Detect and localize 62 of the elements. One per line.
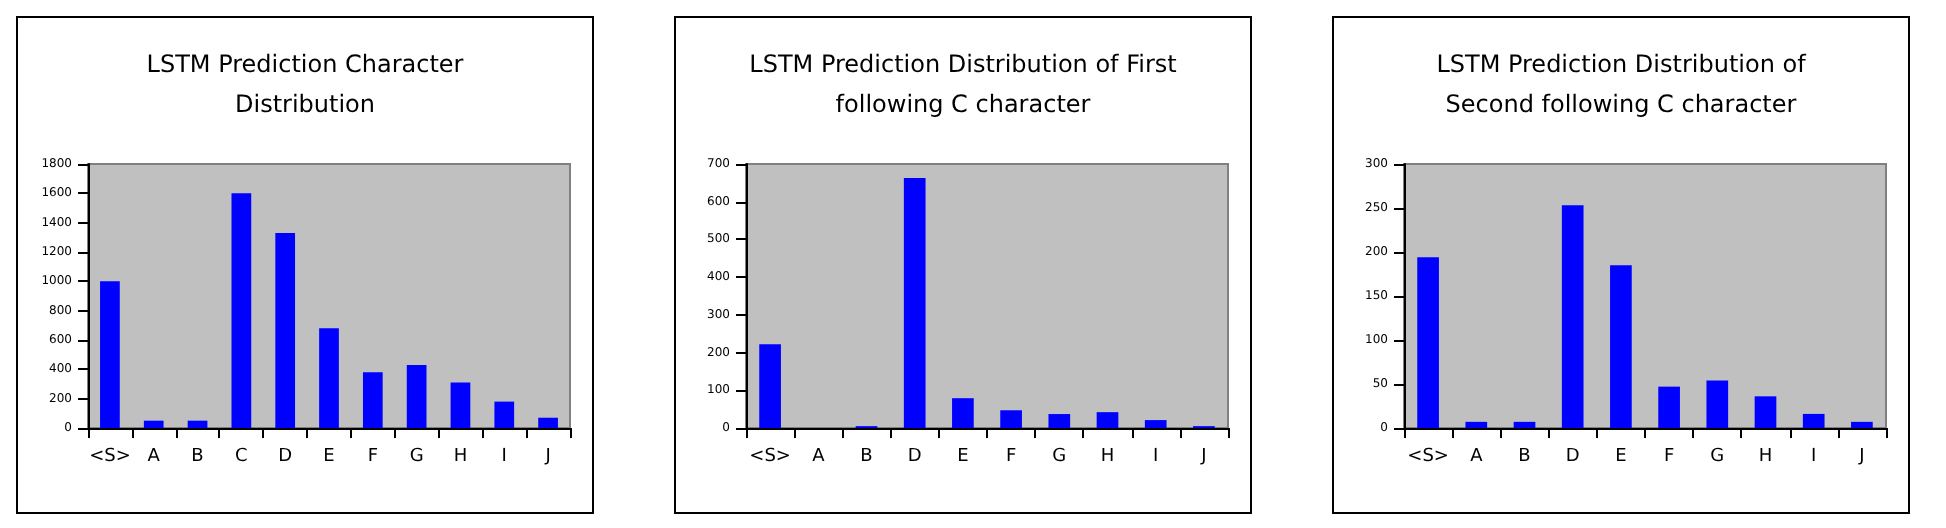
bar: [903, 177, 926, 428]
x-tick-label: <S>: [749, 447, 791, 467]
bar: [275, 232, 296, 428]
bar: [1513, 421, 1536, 428]
bar: [100, 281, 120, 428]
bar: [1610, 265, 1632, 428]
bar: [450, 382, 471, 428]
x-tick-label: I: [501, 447, 507, 467]
chart-title: LSTM Prediction Character Distribution: [146, 50, 464, 118]
x-tick-label: G: [1710, 447, 1725, 467]
bar: [1851, 421, 1873, 428]
bar: [538, 417, 558, 428]
x-tick-label: G: [409, 447, 424, 467]
x-tick-label: D: [278, 447, 293, 467]
x-tick-label: E: [957, 447, 970, 467]
bar: [319, 328, 339, 428]
x-tick-label: G: [1052, 447, 1067, 467]
x-tick-label: B: [860, 447, 873, 467]
x-tick-label: B: [1518, 447, 1531, 467]
bar: [187, 420, 208, 428]
bar: [143, 420, 164, 428]
bar: [1561, 205, 1584, 428]
bar: [494, 401, 515, 428]
bar: [1802, 413, 1825, 428]
x-tick-label: D: [907, 447, 922, 467]
x-tick-label: H: [453, 447, 468, 467]
bar: [231, 193, 252, 428]
x-tick-label: A: [147, 447, 162, 467]
bar: [362, 372, 383, 428]
x-tick-label: H: [1100, 447, 1115, 467]
x-tick-label: E: [1615, 447, 1628, 467]
x-tick-label: <S>: [1407, 447, 1449, 467]
x-tick-label: <S>: [89, 447, 131, 467]
x-tick-label: F: [367, 447, 379, 467]
x-tick-label: E: [323, 447, 336, 467]
x-tick-label: I: [1811, 447, 1817, 467]
x-tick-label: C: [235, 447, 248, 467]
x-tick-label: B: [191, 447, 204, 467]
chart-title: LSTM Prediction Distribution of Second following C character: [1436, 50, 1808, 118]
x-tick-label: F: [1005, 447, 1017, 467]
bar: [759, 344, 781, 428]
bar: [1000, 410, 1022, 428]
bar: [1465, 421, 1488, 428]
x-tick-label: J: [543, 447, 551, 467]
bar: [1144, 420, 1167, 428]
x-tick-label: H: [1758, 447, 1773, 467]
x-tick-label: J: [1857, 447, 1865, 467]
bar: [1706, 380, 1729, 428]
bar: [406, 364, 427, 428]
x-tick-label: F: [1663, 447, 1675, 467]
x-tick-label: A: [812, 447, 827, 467]
bar: [952, 398, 974, 428]
chart-title: LSTM Prediction Distribution of First following C character: [749, 50, 1178, 118]
x-tick-label: J: [1199, 447, 1207, 467]
bar: [1754, 396, 1777, 428]
x-tick-label: D: [1565, 447, 1580, 467]
bar: [1048, 414, 1071, 428]
bar: [1417, 257, 1439, 428]
bar: [1658, 386, 1680, 428]
x-tick-label: A: [1470, 447, 1485, 467]
bar: [1096, 412, 1119, 428]
x-tick-label: I: [1153, 447, 1159, 467]
